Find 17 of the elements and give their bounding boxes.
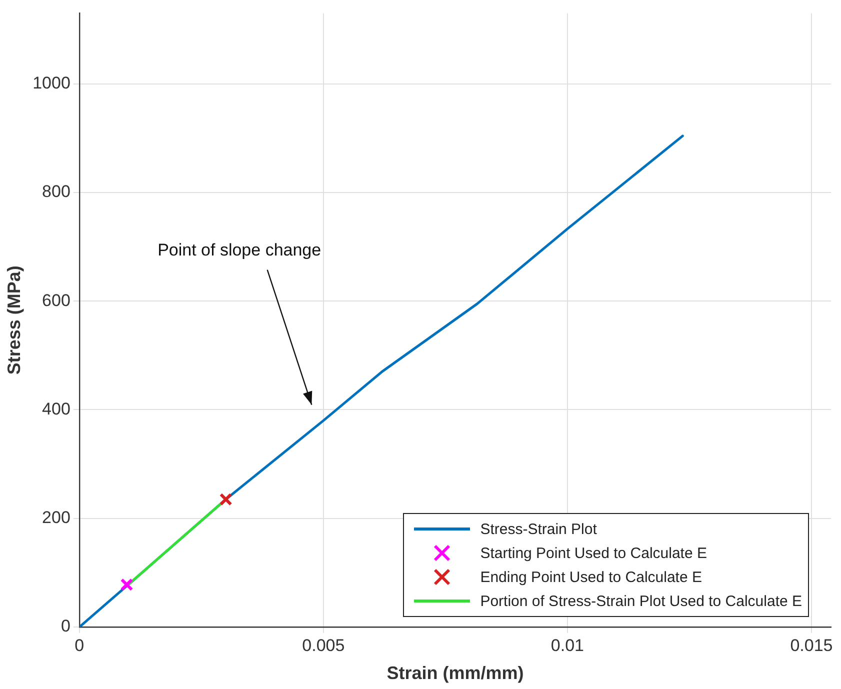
y-tick-label: 0: [60, 616, 70, 636]
annotation: Point of slope change: [158, 240, 322, 260]
x-tick-label: 0.015: [790, 636, 833, 655]
y-axis-title: Stress (MPa): [4, 266, 24, 375]
y-tick-label: 400: [42, 399, 70, 418]
y-tick-label: 600: [42, 290, 70, 310]
legend-label: Ending Point Used to Calculate E: [480, 568, 702, 586]
y-tick-label: 200: [42, 508, 70, 528]
x-axis-title: Strain (mm/mm): [386, 663, 524, 684]
legend-label: Stress-Strain Plot: [480, 520, 597, 538]
x-tick-label: 0: [74, 636, 84, 655]
x-tick-label: 0.01: [550, 636, 584, 655]
legend-label: Portion of Stress-Strain Plot Used to Calculate E: [480, 592, 802, 610]
x-tick-label: 0.005: [302, 636, 345, 655]
legend-label: Starting Point Used to Calculate E: [480, 544, 707, 562]
y-tick-label: 1000: [32, 74, 70, 92]
y-tick-label: 800: [42, 182, 70, 202]
